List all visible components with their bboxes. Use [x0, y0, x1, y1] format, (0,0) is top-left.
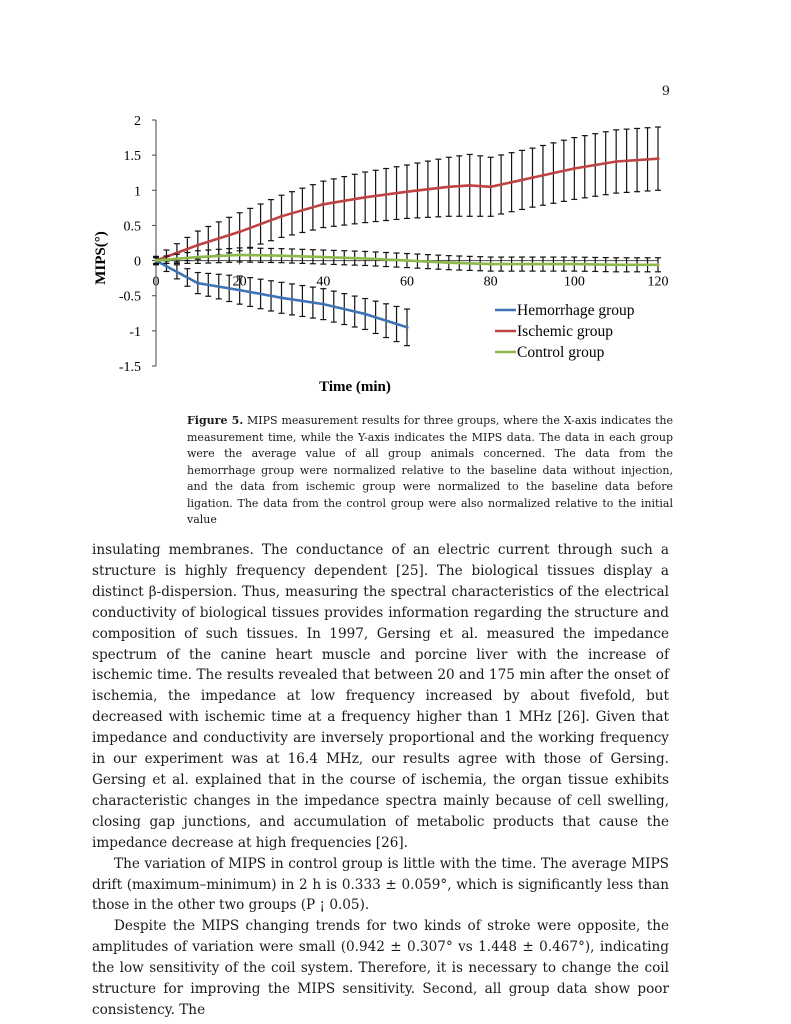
legend-label: Hemorrhage group	[517, 302, 635, 319]
data-point	[321, 302, 325, 306]
series-group	[153, 256, 410, 347]
y-tick-label: 0	[134, 255, 141, 270]
y-tick-label: 2	[134, 114, 141, 129]
data-point	[530, 262, 535, 266]
data-point	[321, 255, 325, 259]
page-number: 9	[661, 84, 670, 99]
y-tick-label: 1	[134, 184, 141, 199]
data-point	[468, 183, 472, 187]
data-point	[447, 261, 451, 265]
data-point	[614, 263, 618, 267]
y-axis-ticks: 2 1.5 1 0.5 0 -0.5 -1 -1.5	[119, 114, 156, 375]
x-tick-label: 100	[564, 275, 585, 290]
caption-label: Figure 5.	[187, 414, 244, 427]
caption-text: MIPS measurement results for three group…	[187, 414, 673, 526]
data-point	[656, 157, 660, 161]
data-point	[447, 185, 451, 189]
y-tick-label: 0.5	[124, 219, 142, 234]
paragraph: insulating membranes. The conductance of…	[92, 542, 669, 851]
data-point	[405, 190, 409, 194]
x-axis-label: Time (min)	[319, 379, 391, 395]
series-line	[155, 157, 659, 262]
data-point	[196, 281, 200, 285]
data-point	[363, 312, 367, 316]
y-tick-label: 1.5	[124, 149, 142, 164]
series-layer	[153, 126, 661, 347]
x-tick-label: 120	[648, 275, 669, 290]
data-point	[279, 254, 284, 258]
data-point	[238, 230, 242, 234]
data-point	[405, 258, 409, 263]
figure-caption: Figure 5. MIPS measurement results for t…	[187, 413, 673, 529]
mips-chart: 21.510.50-0.5-1-1.5 020406080100120 MIPS…	[93, 114, 669, 395]
data-point	[405, 325, 409, 329]
data-point	[238, 253, 242, 257]
y-tick-label: -1	[129, 325, 141, 340]
series-group	[153, 126, 661, 266]
data-point	[363, 256, 367, 261]
data-point	[321, 202, 325, 206]
data-point	[572, 166, 576, 171]
data-point	[238, 288, 242, 292]
series-group	[153, 247, 661, 273]
legend: Hemorrhage group Ischemic group Control gr…	[495, 302, 635, 361]
data-point	[196, 255, 200, 259]
data-point	[279, 296, 284, 300]
x-tick-label: 60	[400, 275, 414, 290]
data-point	[489, 185, 493, 189]
data-point	[614, 159, 618, 164]
x-tick-label: 40	[316, 275, 330, 290]
paragraph: Despite the MIPS changing trends for two…	[92, 918, 669, 1018]
data-point	[656, 263, 660, 267]
data-point	[196, 243, 200, 247]
data-point	[572, 262, 576, 266]
data-point	[279, 214, 284, 218]
data-point	[530, 176, 535, 180]
legend-label: Control group	[517, 344, 605, 361]
y-tick-label: -0.5	[119, 290, 141, 305]
paragraph: The variation of MIPS in control group i…	[92, 855, 669, 914]
legend-label: Ischemic group	[517, 323, 613, 340]
y-axis-label: MIPS(°)	[93, 231, 109, 285]
data-point	[154, 258, 158, 263]
body-text: insulating membranes. The conductance of…	[92, 540, 669, 1021]
x-tick-label: 80	[484, 275, 498, 290]
y-tick-label: -1.5	[119, 360, 141, 375]
data-point	[489, 262, 493, 266]
data-point	[363, 195, 367, 199]
